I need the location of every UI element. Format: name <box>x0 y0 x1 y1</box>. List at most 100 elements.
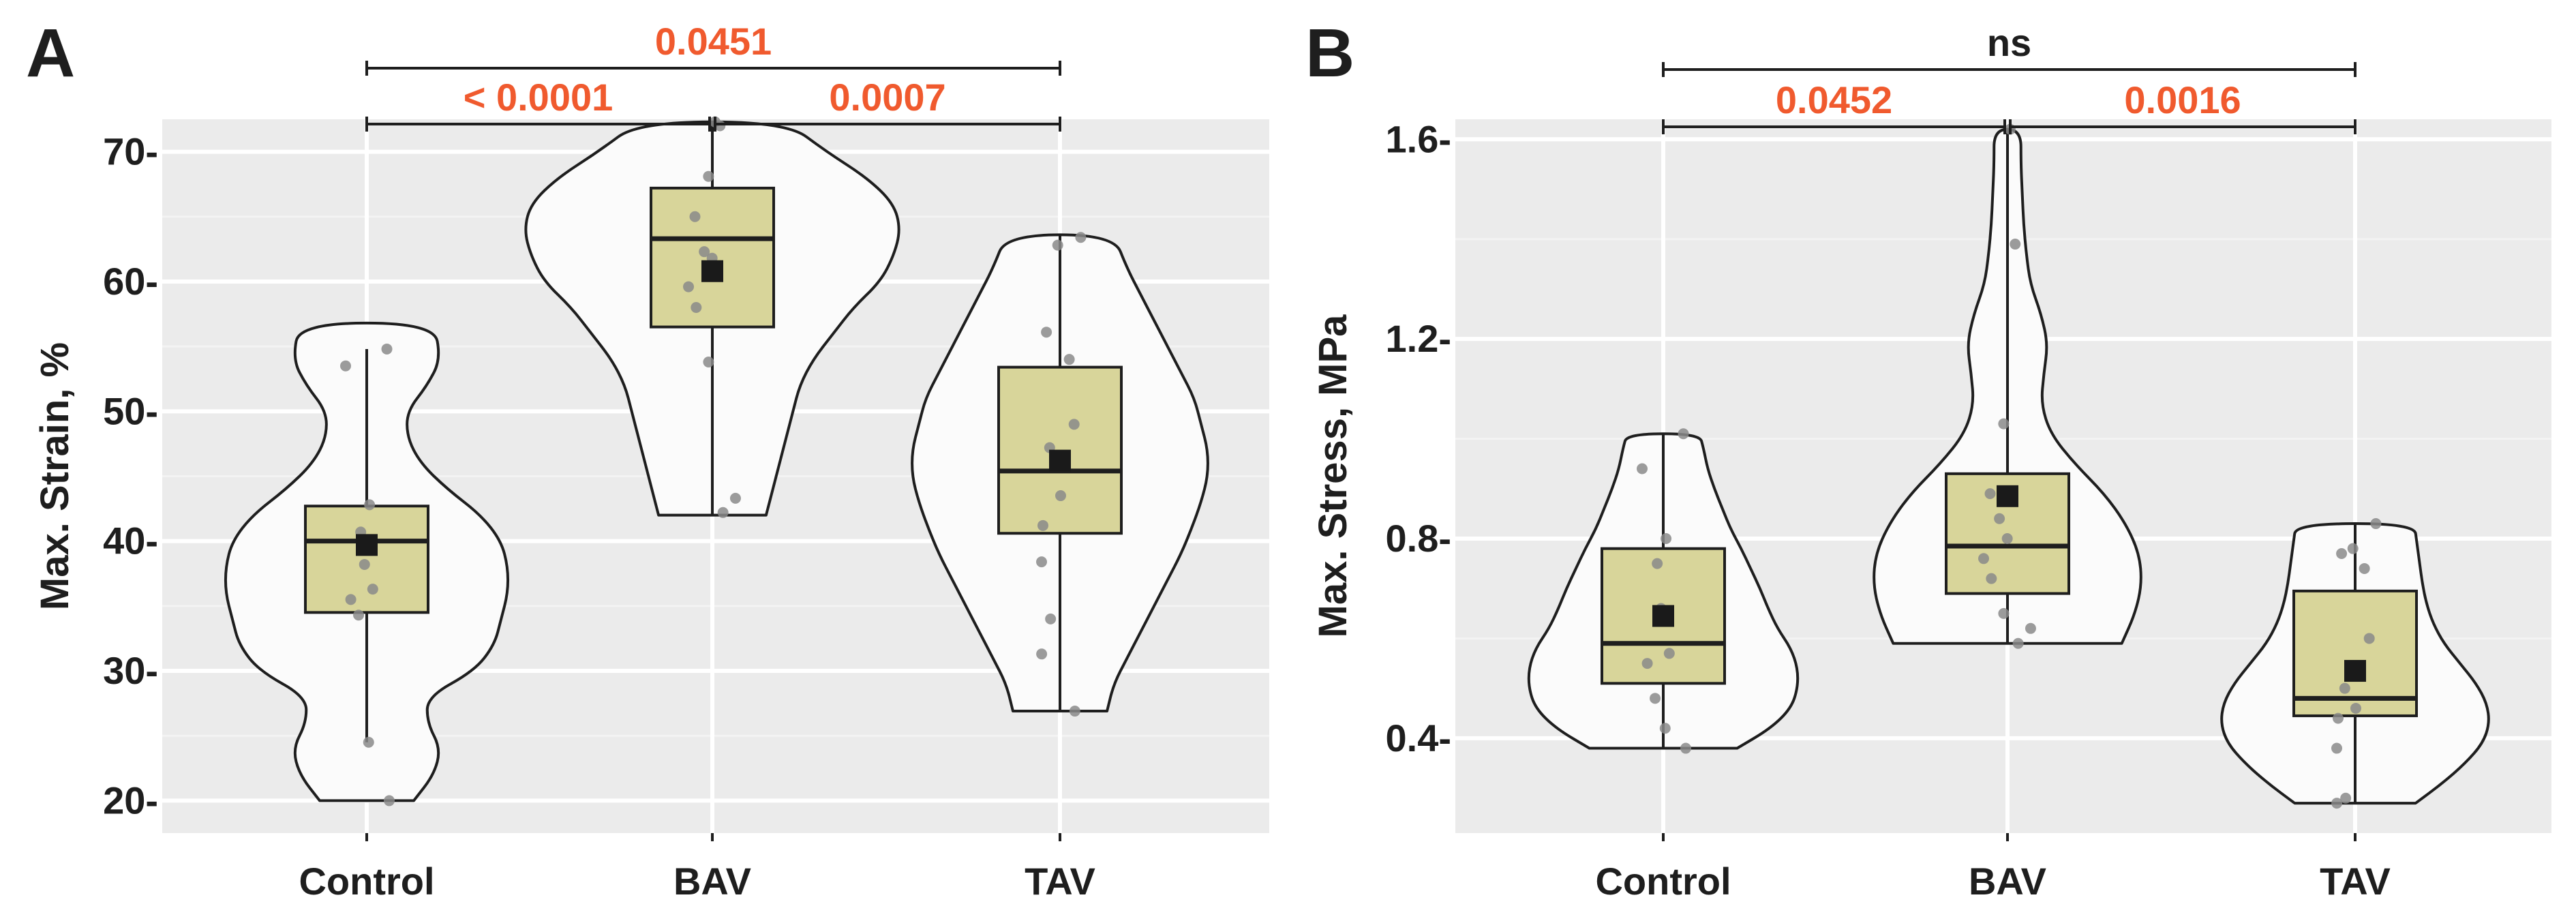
violin-group-control <box>224 321 510 807</box>
p-value-label: 0.0016 <box>2124 78 2241 121</box>
data-point <box>1650 693 1661 704</box>
y-tick-label: 50- <box>103 389 158 432</box>
data-point <box>729 492 741 504</box>
p-value-label: 0.0452 <box>1776 78 1892 121</box>
y-axis-b: 0.4- 0.8- 1.2- 1.6- <box>1386 117 1452 759</box>
data-point <box>1036 648 1048 660</box>
data-point <box>1998 607 2010 619</box>
significance-bracket: ns <box>1662 21 2357 77</box>
p-value-label: < 0.0001 <box>464 76 613 119</box>
data-point <box>703 356 714 367</box>
data-point <box>1986 573 1997 584</box>
p-value-label: 0.0007 <box>829 76 945 119</box>
data-point <box>2350 702 2361 714</box>
data-point <box>691 302 702 314</box>
violin-group-control <box>1527 428 1800 754</box>
data-point <box>1075 232 1087 243</box>
data-point <box>2347 543 2359 554</box>
box-iqr <box>304 504 429 614</box>
data-point <box>2025 622 2036 634</box>
data-point <box>2370 518 2382 530</box>
data-point <box>381 343 393 355</box>
p-value-label: 0.0451 <box>655 20 772 63</box>
data-point <box>2010 239 2021 250</box>
significance-bracket: 0.0007 <box>714 76 1061 132</box>
data-point <box>2340 792 2352 804</box>
data-point <box>1978 553 1990 564</box>
x-tick-label: TAV <box>1025 860 1095 903</box>
significance-bracket: 0.0016 <box>2009 78 2357 134</box>
y-tick-label: 0.4- <box>1386 717 1452 759</box>
x-axis-a: Control BAV TAV <box>299 833 1095 903</box>
panel-a: A 20- 30- 40- 50- 60- 70- Control BAV TAV < 0.0… <box>26 15 1269 903</box>
data-point <box>699 246 710 258</box>
x-tick-label: BAV <box>673 860 751 903</box>
data-point <box>2363 633 2375 644</box>
data-point <box>683 281 695 292</box>
data-point <box>2012 637 2024 649</box>
data-point <box>353 609 365 621</box>
y-tick-label: 70- <box>103 130 158 173</box>
data-point <box>1068 419 1080 430</box>
y-tick-label: 1.6- <box>1386 117 1452 160</box>
data-point <box>2359 562 2370 574</box>
x-tick-label: Control <box>299 860 434 903</box>
y-axis-title-a: Max. Strain, % <box>33 342 77 610</box>
data-point <box>363 736 374 748</box>
data-point <box>367 584 378 595</box>
x-tick-label: BAV <box>1969 860 2046 903</box>
data-point <box>2336 547 2348 559</box>
data-point <box>1678 428 1689 440</box>
significance-bracket: 0.0451 <box>365 20 1061 76</box>
significance-bracket: < 0.0001 <box>365 76 711 132</box>
data-point <box>1052 239 1063 251</box>
p-value-label: ns <box>1987 21 2031 64</box>
data-point <box>2332 712 2344 724</box>
mean-marker <box>1997 485 2018 507</box>
data-point <box>689 211 701 222</box>
data-point <box>1652 558 1663 569</box>
data-point <box>345 594 357 605</box>
data-point <box>1055 490 1066 502</box>
violin-group-tav <box>911 232 1209 717</box>
significance-bracket: 0.0452 <box>1662 78 2006 134</box>
y-tick-label: 60- <box>103 260 158 303</box>
data-point <box>1063 354 1075 365</box>
data-point <box>2331 742 2343 754</box>
panel-letter-b: B <box>1305 15 1354 91</box>
data-point <box>1041 327 1052 338</box>
y-tick-label: 1.2- <box>1386 317 1452 360</box>
data-point <box>1641 658 1653 669</box>
violin-group-bav <box>1873 123 2142 649</box>
data-point <box>1984 488 1996 500</box>
x-axis-b: Control BAV TAV <box>1595 833 2391 903</box>
data-point <box>1637 463 1648 474</box>
panel-b: B 0.4-0.8-1.2-1.6- Control BAV TAV 0.0452 0… <box>1305 15 2551 903</box>
violins-b <box>1527 123 2490 809</box>
data-point <box>1661 533 1672 545</box>
data-point <box>1994 513 2005 524</box>
mean-marker <box>2344 660 2366 682</box>
data-point <box>717 507 729 518</box>
x-tick-label: TAV <box>2320 860 2391 903</box>
y-axis-a: 20- 30- 40- 50- 60- 70- <box>103 130 158 822</box>
data-point <box>1036 556 1048 568</box>
data-point <box>2331 798 2343 809</box>
data-point <box>1069 706 1080 717</box>
violins-a <box>224 116 1209 807</box>
violin-group-tav <box>2220 518 2490 809</box>
data-point <box>1037 519 1048 531</box>
data-point <box>703 170 714 182</box>
data-point <box>1680 742 1692 754</box>
mean-marker <box>1652 605 1674 627</box>
data-point <box>359 558 370 570</box>
data-point <box>1659 723 1671 734</box>
panel-letter-a: A <box>26 15 75 91</box>
significance-brackets-b: 0.0452 0.0016 ns <box>1662 21 2357 134</box>
y-tick-label: 40- <box>103 519 158 562</box>
data-point <box>364 499 376 511</box>
data-point <box>1663 648 1675 659</box>
data-point <box>2339 682 2350 694</box>
mean-marker <box>701 260 723 282</box>
